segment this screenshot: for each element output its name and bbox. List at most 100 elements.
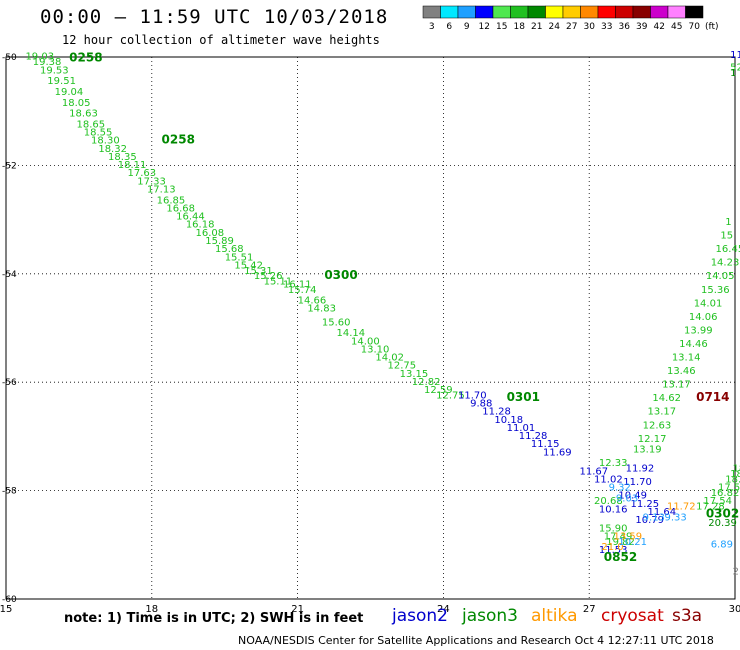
data-label: 11.92 bbox=[626, 464, 655, 475]
legend-swatch-27 bbox=[562, 5, 581, 19]
legend-label-3: 3 bbox=[429, 22, 435, 32]
data-label: 12.17 bbox=[638, 434, 667, 445]
data-label: 18.05 bbox=[62, 98, 91, 109]
data-label: 12.63 bbox=[643, 420, 672, 431]
legend-label-45: 45 bbox=[671, 22, 682, 32]
data-label: 15.68 bbox=[215, 244, 244, 255]
data-label: 15.26 bbox=[254, 271, 283, 282]
data-label: 17.63 bbox=[128, 168, 157, 179]
data-label: 16.44 bbox=[176, 212, 205, 223]
data-label: 15.42 bbox=[234, 260, 263, 271]
data-label: 17.54 bbox=[703, 496, 732, 507]
data-label: 11.25 bbox=[631, 499, 660, 510]
legend-swatch-9 bbox=[457, 5, 476, 19]
data-label: 11.28 bbox=[519, 431, 548, 442]
legend-label-6: 6 bbox=[446, 22, 452, 32]
data-label: 15.11 bbox=[264, 277, 293, 288]
y-tick-label: -50 bbox=[2, 53, 17, 63]
data-label: 13.14 bbox=[672, 353, 701, 364]
data-label: 13.99 bbox=[684, 325, 713, 336]
data-label: 18.11 bbox=[118, 160, 147, 171]
legend-swatch-15 bbox=[492, 5, 511, 19]
data-label: 14.06 bbox=[689, 312, 718, 323]
pass-time-label: 0258 bbox=[69, 50, 102, 64]
data-label: 14.02 bbox=[375, 353, 404, 364]
data-label: 9.32 bbox=[609, 483, 631, 494]
data-label: 18.31 bbox=[733, 464, 740, 475]
data-label: 13.19 bbox=[633, 445, 662, 456]
data-label: 19.38 bbox=[33, 57, 62, 68]
pass-time-label: 0302 bbox=[706, 507, 739, 521]
data-label: 11.15 bbox=[531, 439, 560, 450]
legend-swatch-18 bbox=[510, 5, 529, 19]
y-tick-label: -56 bbox=[2, 378, 17, 388]
satellite-jason3: jason3 bbox=[462, 606, 518, 626]
data-label: 9.03 bbox=[616, 493, 638, 504]
data-label: 52 bbox=[730, 63, 740, 74]
legend-label-33: 33 bbox=[601, 22, 612, 32]
data-label: 13.59 bbox=[614, 531, 643, 542]
data-label: 16.08 bbox=[196, 228, 225, 239]
data-label: 11.70 bbox=[623, 477, 652, 488]
legend-swatch-39 bbox=[632, 5, 651, 19]
data-label: 15.74 bbox=[288, 285, 317, 296]
data-label: 19.51 bbox=[47, 76, 76, 87]
data-label: 14.00 bbox=[351, 336, 380, 347]
data-label: 1 bbox=[725, 217, 731, 228]
legend-swatch-42 bbox=[650, 5, 669, 19]
legend-label-12: 12 bbox=[479, 22, 490, 32]
x-tick-label: 18 bbox=[145, 604, 158, 615]
data-label: 2. bbox=[733, 567, 740, 578]
legend-swatch-33 bbox=[597, 5, 616, 19]
x-tick-label: 27 bbox=[583, 604, 596, 615]
data-label: 16.68 bbox=[166, 203, 195, 214]
data-label: 17.49 bbox=[604, 531, 633, 542]
data-label: 18.65 bbox=[76, 119, 105, 130]
data-label: 15 bbox=[720, 231, 733, 242]
satellite-cryosat: cryosat bbox=[601, 606, 664, 626]
footnote: note: 1) Time is in UTC; 2) SWH is in fe… bbox=[64, 611, 364, 626]
data-label: 13.46 bbox=[667, 366, 696, 377]
data-label: 17.54 bbox=[718, 483, 740, 494]
data-label: 10.21 bbox=[618, 537, 647, 548]
data-label: 16.45 bbox=[716, 244, 740, 255]
data-label: 9.13 bbox=[643, 512, 665, 523]
data-label: 11.53 bbox=[599, 545, 628, 556]
legend-swatch-3 bbox=[422, 5, 441, 19]
legend-label-42: 42 bbox=[654, 22, 665, 32]
satellite-s3a: s3a bbox=[672, 606, 703, 626]
chart-title: 00:00 – 11:59 UTC 10/03/2018 bbox=[40, 6, 389, 28]
legend-unit: (ft) bbox=[705, 22, 719, 32]
legend-swatch-6 bbox=[440, 5, 459, 19]
data-label: 15.90 bbox=[599, 523, 628, 534]
x-tick-label: 30 bbox=[729, 604, 740, 615]
legend-label-9: 9 bbox=[464, 22, 470, 32]
data-label: 11.70 bbox=[458, 390, 487, 401]
x-tick-label: 15 bbox=[0, 604, 12, 615]
data-label: 18.55 bbox=[84, 128, 113, 139]
pass-time-label: 0258 bbox=[162, 133, 195, 147]
data-label: 6.89 bbox=[711, 540, 733, 551]
data-label: 10.49 bbox=[618, 491, 647, 502]
data-label: 14.01 bbox=[694, 298, 723, 309]
legend-label-24: 24 bbox=[549, 22, 561, 32]
series-grey: 2. bbox=[733, 567, 740, 578]
data-label: 14.46 bbox=[679, 339, 708, 350]
legend-label-36: 36 bbox=[619, 22, 631, 32]
pass-time-label: 0852 bbox=[604, 550, 637, 564]
data-label: 16.82 bbox=[711, 488, 740, 499]
data-label: 13.15 bbox=[400, 369, 429, 380]
data-label: 14.66 bbox=[298, 296, 327, 307]
data-label: 19.82 bbox=[606, 537, 635, 548]
legend-label-39: 39 bbox=[636, 22, 648, 32]
data-label: 18.29 bbox=[725, 474, 740, 485]
data-label: 15.36 bbox=[701, 285, 730, 296]
legend-label-30: 30 bbox=[584, 22, 596, 32]
data-label: 1 bbox=[730, 68, 736, 79]
legend-label-21: 21 bbox=[531, 22, 542, 32]
legend-swatch-70 bbox=[685, 5, 704, 19]
y-tick-label: -54 bbox=[2, 270, 17, 280]
legend-swatch-45 bbox=[667, 5, 686, 19]
data-label: 15.60 bbox=[322, 317, 351, 328]
